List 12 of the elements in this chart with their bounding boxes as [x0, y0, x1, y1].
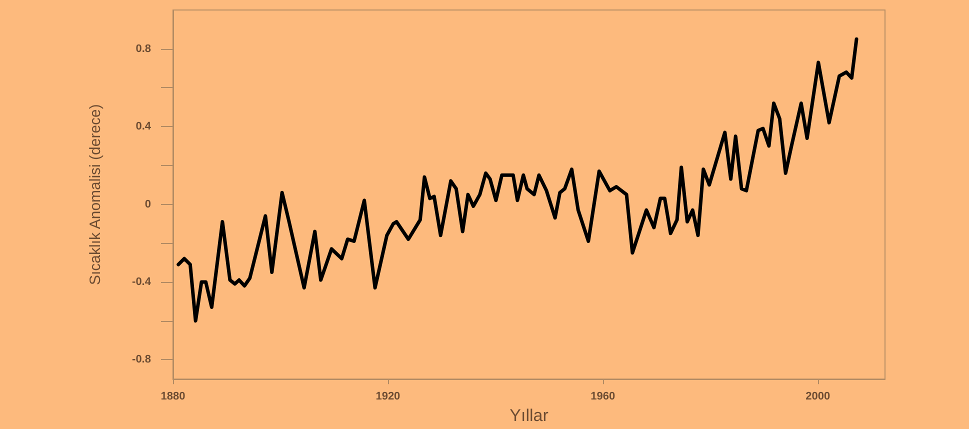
- y-axis-title: Sıcaklık Anomalisi (derece): [87, 104, 104, 286]
- x-tick-label: 1960: [590, 390, 616, 403]
- y-tick-label: 0.8: [136, 42, 151, 55]
- y-tick-label: -0.4: [132, 276, 152, 288]
- x-tick-label: 2000: [806, 390, 830, 403]
- x-axis-title: Yıllar: [510, 406, 549, 425]
- line-series: [176, 37, 858, 323]
- y-tick-label: 0: [144, 198, 151, 210]
- x-tick-label: 1920: [376, 390, 400, 403]
- y-tick-label: 0.4: [136, 120, 152, 133]
- y-tick-label: -0.8: [132, 354, 151, 366]
- x-tick-label: 1880: [160, 390, 186, 403]
